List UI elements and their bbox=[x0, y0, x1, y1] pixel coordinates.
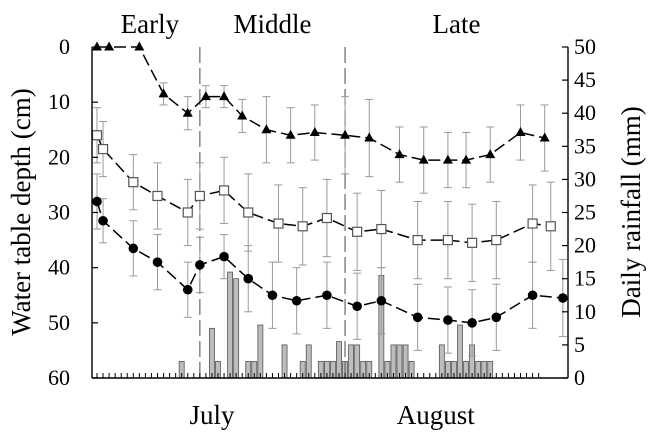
data-point bbox=[376, 223, 387, 235]
month-label-july: July bbox=[189, 400, 235, 430]
data-point bbox=[97, 143, 109, 155]
rainfall-bar bbox=[233, 278, 240, 379]
data-point bbox=[558, 293, 568, 303]
data-point bbox=[182, 107, 193, 117]
data-point bbox=[394, 149, 405, 159]
month-label-august: August bbox=[397, 400, 476, 430]
data-point bbox=[545, 221, 556, 232]
data-point bbox=[134, 41, 145, 51]
y2-tick-label: 20 bbox=[574, 233, 596, 258]
data-point bbox=[442, 154, 453, 164]
data-point bbox=[128, 243, 139, 254]
data-point bbox=[340, 129, 351, 139]
y-axis-title: Water table depth (cm) bbox=[6, 88, 36, 335]
rainfall-bar bbox=[336, 341, 342, 379]
series-line bbox=[96, 134, 551, 244]
data-point bbox=[291, 295, 302, 306]
data-point bbox=[412, 234, 423, 246]
y-tick-label: 0 bbox=[59, 34, 70, 59]
data-point bbox=[321, 212, 332, 224]
data-point bbox=[182, 207, 193, 218]
data-point bbox=[309, 127, 320, 137]
rainfall-bar bbox=[209, 327, 215, 379]
data-point bbox=[91, 130, 103, 141]
data-point bbox=[364, 132, 375, 142]
period-label-early: Early bbox=[121, 9, 180, 39]
data-point bbox=[267, 290, 278, 301]
data-point bbox=[273, 218, 284, 229]
rainfall-bars bbox=[178, 271, 494, 379]
y2-tick-label: 0 bbox=[574, 365, 585, 390]
data-point bbox=[219, 91, 230, 101]
rainfall-bar bbox=[457, 324, 463, 379]
square-series bbox=[91, 107, 556, 282]
data-point bbox=[442, 234, 453, 246]
data-point bbox=[443, 315, 453, 325]
y-tick-label: 10 bbox=[48, 89, 70, 114]
y2-tick-label: 10 bbox=[574, 299, 596, 324]
data-point bbox=[128, 177, 139, 188]
labels: 0 10 20 30 40 50 60 0 5 10 15 20 25 30 35 40 45 50 Early Mi… bbox=[48, 9, 596, 430]
data-point bbox=[297, 221, 308, 232]
data-point bbox=[92, 196, 102, 207]
data-point bbox=[412, 312, 423, 323]
y2-tick-label: 25 bbox=[574, 200, 596, 225]
data-point bbox=[352, 301, 362, 312]
water-table-series bbox=[91, 41, 568, 357]
data-point bbox=[539, 132, 550, 142]
rainfall-bar bbox=[257, 324, 264, 379]
y2-tick-label: 30 bbox=[574, 166, 596, 191]
y-tick-label: 50 bbox=[48, 310, 70, 335]
data-point bbox=[200, 91, 211, 101]
data-point bbox=[243, 207, 254, 218]
triangle-series bbox=[92, 41, 550, 194]
data-point bbox=[527, 218, 538, 229]
y-tick-label: 30 bbox=[48, 200, 70, 225]
data-point bbox=[104, 41, 115, 51]
data-point bbox=[158, 88, 169, 98]
data-point bbox=[376, 295, 387, 306]
data-point bbox=[461, 154, 472, 164]
data-point bbox=[467, 237, 478, 248]
data-point bbox=[194, 190, 205, 202]
y2-tick-label: 50 bbox=[574, 34, 596, 59]
data-point bbox=[98, 215, 108, 226]
data-point bbox=[195, 260, 205, 270]
y2-axis-title: Daily rainfall (mm) bbox=[616, 106, 646, 317]
data-point bbox=[491, 312, 502, 323]
y-tick-label: 60 bbox=[48, 365, 70, 390]
period-label-middle: Middle bbox=[233, 9, 311, 39]
data-point bbox=[261, 124, 272, 134]
data-point bbox=[418, 154, 429, 164]
data-point bbox=[152, 257, 163, 267]
data-point bbox=[527, 290, 538, 301]
y-tick-label: 40 bbox=[48, 255, 70, 280]
data-point bbox=[485, 149, 496, 159]
y2-tick-label: 45 bbox=[574, 67, 596, 92]
y2-tick-label: 35 bbox=[574, 133, 596, 158]
data-point bbox=[491, 234, 502, 246]
data-point bbox=[285, 129, 296, 139]
y2-tick-label: 40 bbox=[574, 100, 596, 125]
data-point bbox=[92, 41, 102, 51]
data-point bbox=[322, 290, 332, 301]
y2-tick-label: 5 bbox=[574, 332, 585, 357]
rainfall-bar bbox=[227, 271, 234, 379]
axes bbox=[91, 46, 569, 379]
y2-tick-label: 15 bbox=[574, 266, 596, 291]
data-point bbox=[237, 110, 248, 120]
data-point bbox=[352, 226, 363, 237]
series-line bbox=[97, 46, 545, 161]
circle-series bbox=[92, 173, 568, 357]
y-tick-label: 20 bbox=[48, 144, 70, 169]
data-point bbox=[182, 284, 193, 295]
data-point bbox=[219, 251, 229, 262]
data-point bbox=[152, 190, 163, 202]
data-point bbox=[515, 127, 526, 137]
data-point bbox=[243, 273, 254, 284]
data-point bbox=[467, 318, 477, 328]
period-label-late: Late bbox=[433, 9, 481, 39]
data-point bbox=[218, 185, 230, 196]
